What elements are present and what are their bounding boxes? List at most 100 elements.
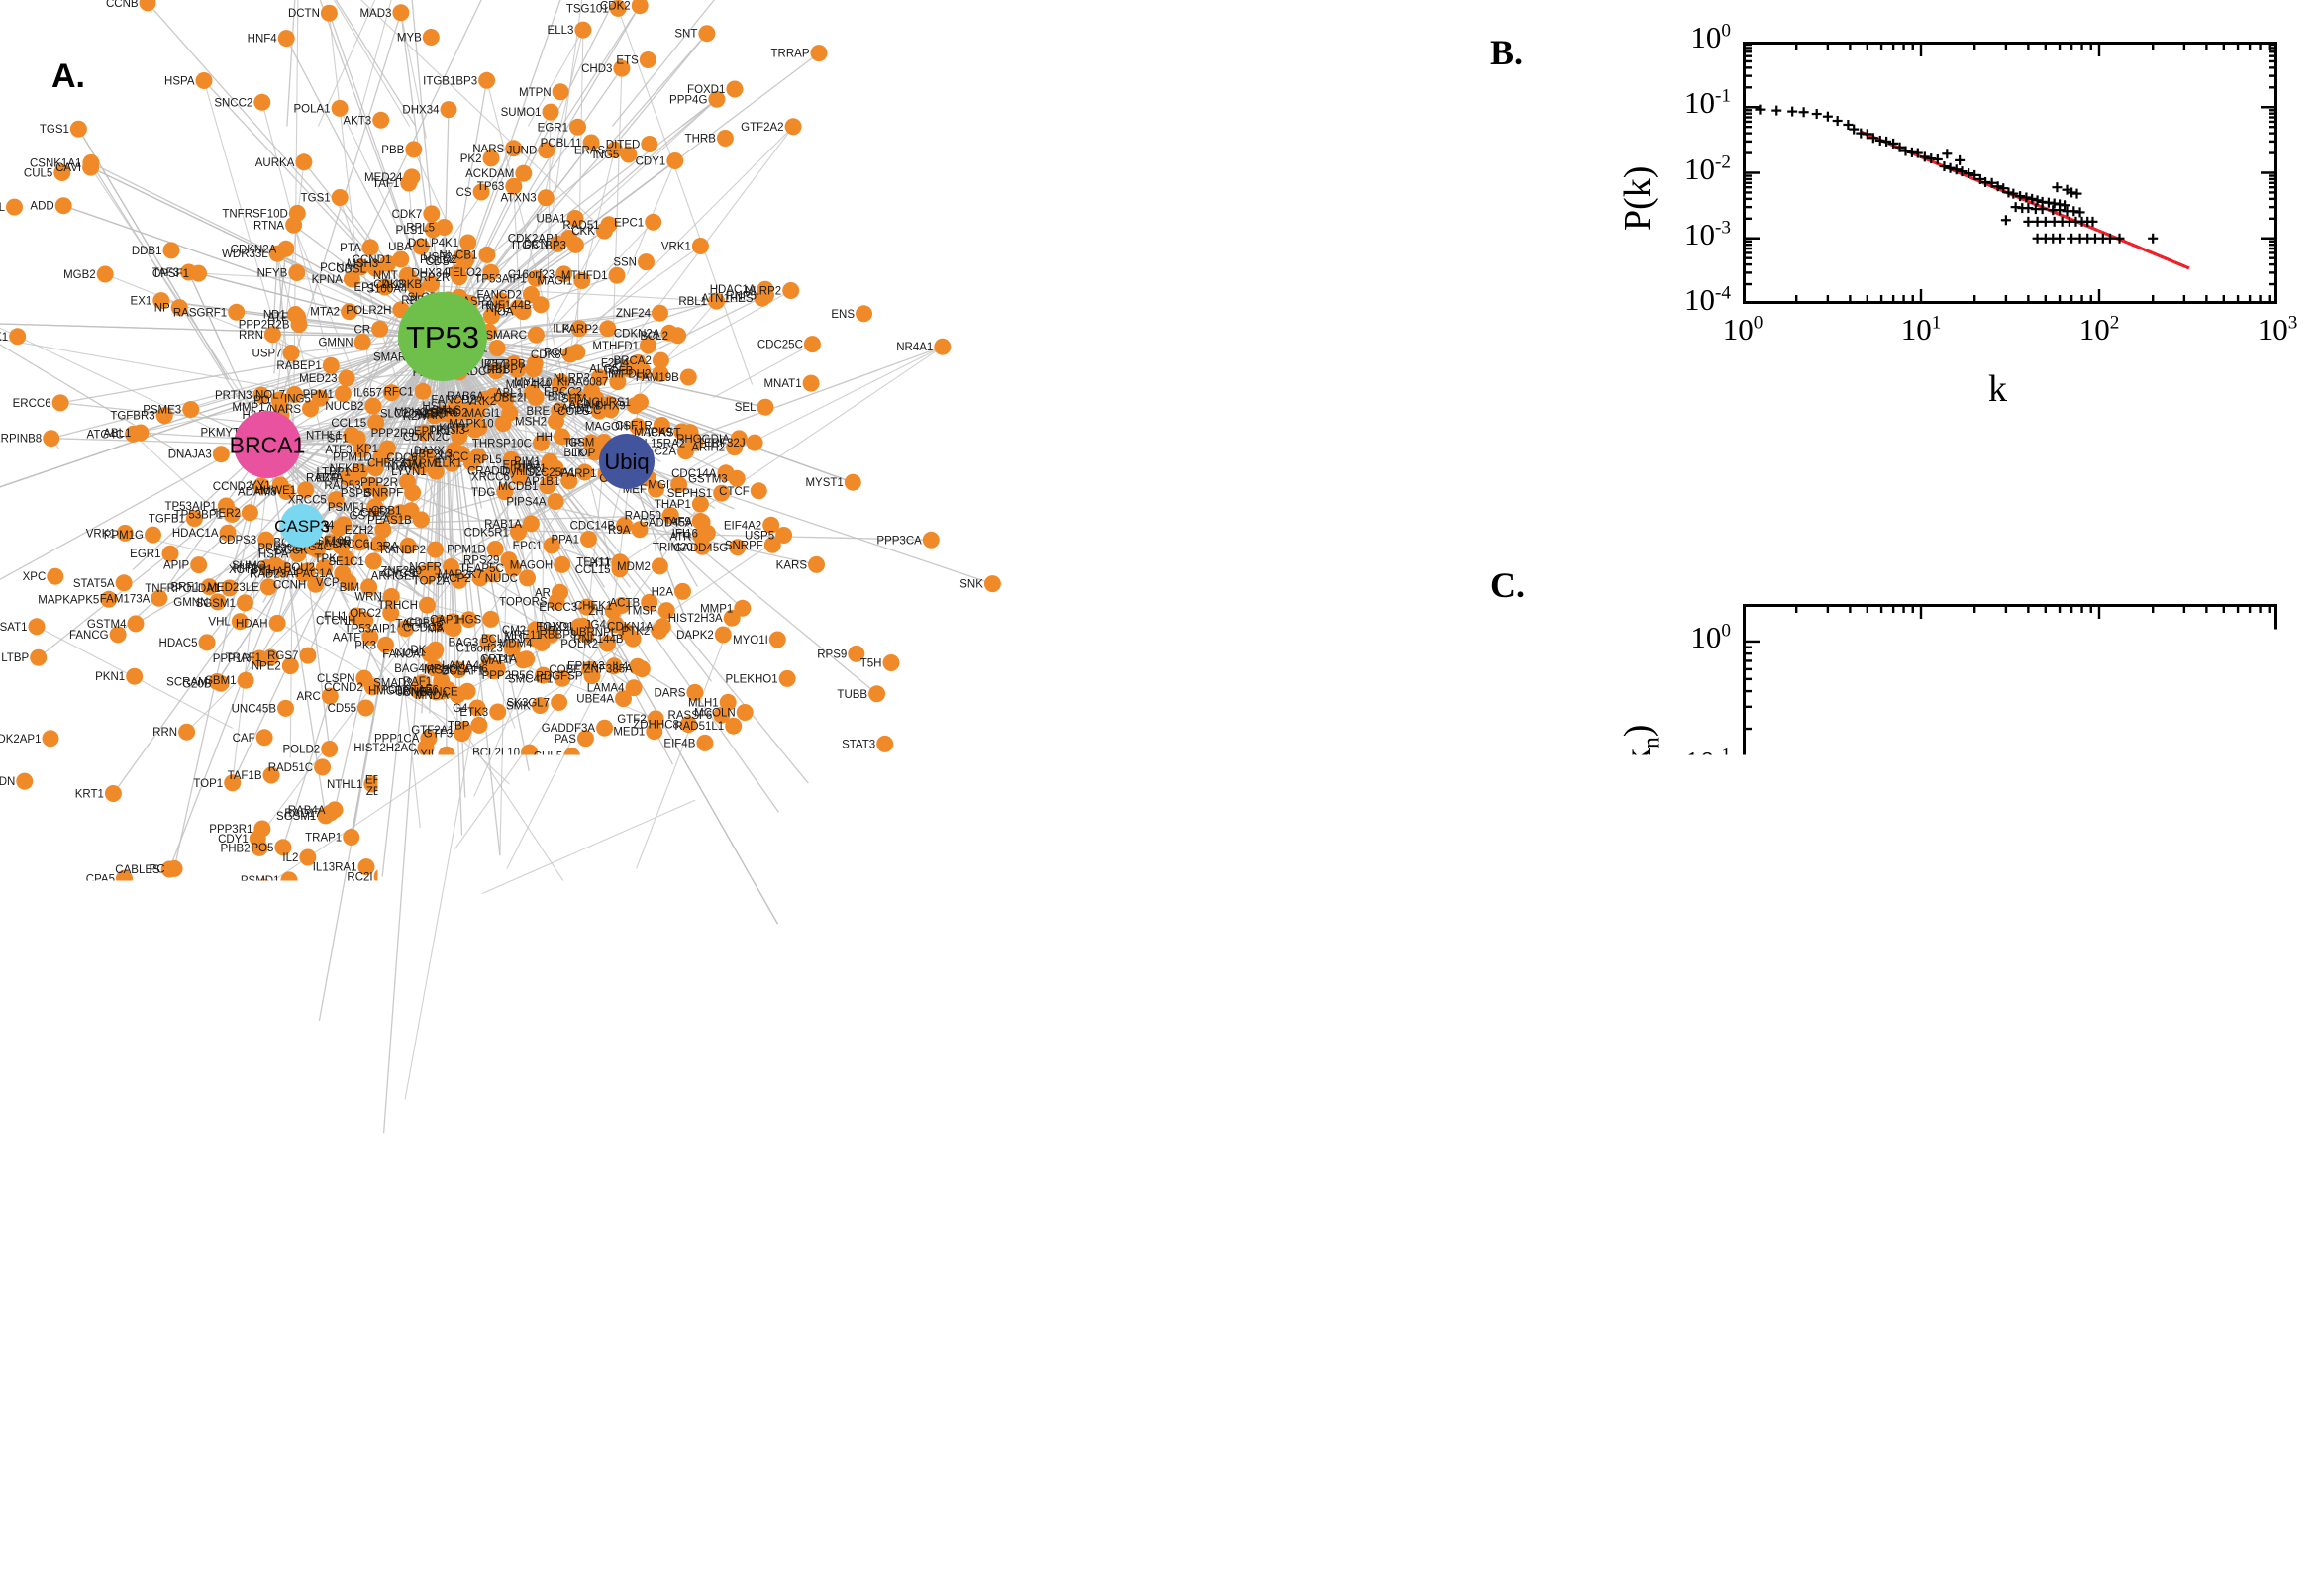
svg-text:ARC: ARC <box>297 691 321 703</box>
svg-text:PIAS4: PIAS4 <box>459 876 492 888</box>
svg-text:RHOGDIA: RHOGDIA <box>676 434 730 446</box>
legend-item-casp3: CASP3 <box>1319 1257 1527 1291</box>
svg-text:PPP2R5C: PPP2R5C <box>482 670 534 682</box>
svg-text:MED1: MED1 <box>613 727 645 739</box>
plot-d-xtick: 102 <box>2070 1439 2129 1474</box>
svg-text:TMSP: TMSP <box>626 606 657 618</box>
svg-text:ENS: ENS <box>831 309 855 321</box>
svg-text:TELO2: TELO2 <box>446 267 481 279</box>
svg-text:SUMO1: SUMO1 <box>501 107 542 119</box>
svg-text:PPP3CA: PPP3CA <box>876 535 922 547</box>
svg-text:LTBP: LTBP <box>1 652 29 664</box>
svg-text:MDM2: MDM2 <box>617 561 651 573</box>
svg-text:CDK2AP1: CDK2AP1 <box>0 734 42 746</box>
svg-text:MAPKAPK5: MAPKAPK5 <box>38 594 99 606</box>
plot-b-data <box>1743 42 2277 304</box>
svg-text:SNCC2: SNCC2 <box>214 97 252 109</box>
svg-text:IL4: IL4 <box>612 661 629 673</box>
svg-text:TRHCH: TRHCH <box>378 600 418 612</box>
svg-text:POLA1: POLA1 <box>294 103 331 115</box>
svg-text:MYST1: MYST1 <box>805 477 843 489</box>
svg-text:MAGI1: MAGI1 <box>465 408 501 420</box>
svg-text:PIN1: PIN1 <box>370 1094 396 1106</box>
svg-text:EP1: EP1 <box>354 282 375 294</box>
panel-c-letter: C. <box>1490 564 1525 606</box>
svg-text:GMNN: GMNN <box>318 338 353 349</box>
svg-text:TRIM20: TRIM20 <box>653 542 693 553</box>
svg-text:PPM1G: PPM1G <box>729 919 768 931</box>
svg-text:PSMD1: PSMD1 <box>241 875 280 887</box>
svg-text:AKT3: AKT3 <box>343 115 371 127</box>
svg-text:FOXD1: FOXD1 <box>536 621 573 633</box>
svg-text:IER2: IER2 <box>215 508 241 520</box>
svg-text:HSPA: HSPA <box>164 76 195 88</box>
svg-text:PPP1CA: PPP1CA <box>374 734 420 746</box>
svg-text:FAM173A: FAM173A <box>100 593 151 605</box>
plot-b-xaxis-title: k <box>1988 367 2007 411</box>
svg-text:JUND: JUND <box>507 146 538 157</box>
svg-text:SEL: SEL <box>735 402 757 414</box>
legend-swatch-tp53 <box>1319 1161 1344 1186</box>
svg-text:SF1: SF1 <box>328 434 349 446</box>
svg-text:MTPN: MTPN <box>519 87 552 99</box>
svg-text:SNK: SNK <box>960 579 983 591</box>
svg-text:SGSM1: SGSM1 <box>196 598 236 610</box>
svg-text:BAG4: BAG4 <box>394 663 425 675</box>
svg-text:TP53AIP1: TP53AIP1 <box>345 624 396 636</box>
svg-text:CHD3: CHD3 <box>581 63 612 75</box>
svg-text:CCND1: CCND1 <box>353 254 392 266</box>
svg-text:MAP1: MAP1 <box>247 967 277 979</box>
svg-text:VHL: VHL <box>208 617 231 629</box>
svg-text:ABL1: ABL1 <box>103 428 131 440</box>
svg-text:HUWE1: HUWE1 <box>255 485 297 497</box>
svg-text:KRT51: KRT51 <box>268 954 304 966</box>
svg-text:THAP1: THAP1 <box>655 499 691 511</box>
legend-label-edges: Edges <box>1357 1325 1422 1358</box>
svg-text:CCL15: CCL15 <box>331 418 366 430</box>
svg-text:NUDC: NUDC <box>485 573 518 585</box>
svg-text:RFC1: RFC1 <box>384 386 414 398</box>
svg-text:YWHAZ: YWHAZ <box>452 898 493 910</box>
plot-d-xaxis-title: kn <box>1988 1494 2019 1538</box>
plot-b-xtick: 101 <box>1891 312 1951 348</box>
svg-text:CD55: CD55 <box>328 703 356 715</box>
svg-text:RAD51L1: RAD51L1 <box>674 721 724 733</box>
plot-b-yaxis-title: P(k) <box>1616 165 1660 230</box>
svg-text:GSTM3: GSTM3 <box>688 473 728 485</box>
svg-text:PO: PO <box>253 395 270 407</box>
svg-text:CR: CR <box>354 324 370 336</box>
svg-text:PPP4G: PPP4G <box>669 94 707 106</box>
svg-text:DCTN: DCTN <box>288 8 320 20</box>
svg-text:GSM: GSM <box>568 438 594 449</box>
svg-text:TP63: TP63 <box>477 181 505 193</box>
svg-text:HH: HH <box>536 432 553 444</box>
svg-text:RAB4A: RAB4A <box>288 805 326 817</box>
svg-text:RRN: RRN <box>239 330 263 342</box>
svg-text:CUL5: CUL5 <box>534 751 562 763</box>
legend-label-casp3: CASP3 <box>1357 1257 1437 1291</box>
svg-text:EF: EF <box>396 823 411 835</box>
legend-item-nonhub: Non-Hub nodes <box>1319 1291 1527 1325</box>
svg-text:CTCF: CTCF <box>719 486 750 498</box>
svg-text:CKK: CKK <box>571 226 595 238</box>
svg-text:PAS: PAS <box>555 734 576 746</box>
plot-d <box>1743 995 2277 1431</box>
svg-text:GADDF3A: GADDF3A <box>542 723 596 735</box>
svg-text:MGB2: MGB2 <box>63 269 96 281</box>
svg-text:LGALS: LGALS <box>425 405 461 417</box>
svg-text:PPM1D: PPM1D <box>447 545 486 556</box>
svg-text:KRT1: KRT1 <box>75 789 104 801</box>
svg-text:NBN: NBN <box>830 878 854 890</box>
svg-text:NPE2: NPE2 <box>252 661 281 673</box>
svg-text:RAD50: RAD50 <box>625 511 661 523</box>
svg-text:UBE4A: UBE4A <box>576 694 614 706</box>
plot-d-yaxis-title: Cn(kn) <box>1616 1178 1660 1270</box>
svg-text:MMP1: MMP1 <box>700 603 733 615</box>
svg-text:ETS: ETS <box>616 55 639 67</box>
svg-text:TPK: TPK <box>315 553 338 565</box>
legend-label-ubiq: UBIQ <box>1357 1224 1422 1257</box>
svg-text:SEPHS1: SEPHS1 <box>667 488 712 500</box>
svg-text:XPC: XPC <box>23 571 47 583</box>
svg-text:KP1: KP1 <box>356 444 378 455</box>
svg-text:CPSF1: CPSF1 <box>152 268 189 280</box>
